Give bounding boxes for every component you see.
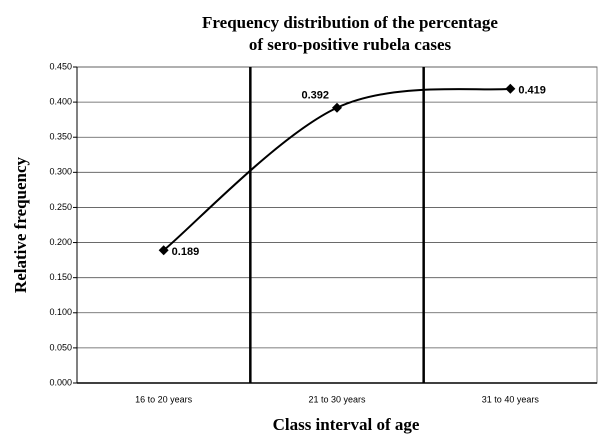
x-axis-label: Class interval of age	[273, 415, 420, 434]
chart-title: Frequency distribution of the percentage	[202, 13, 498, 32]
y-tick-label: 0.350	[49, 132, 72, 142]
plot-area	[76, 66, 598, 384]
x-tick-label: 16 to 20 years	[135, 394, 193, 404]
x-tick-label: 31 to 40 years	[482, 394, 540, 404]
y-tick-label: 0.150	[49, 272, 72, 282]
y-tick-label: 0.300	[49, 167, 72, 177]
y-tick-label: 0.000	[49, 377, 72, 387]
data-label: 0.189	[172, 246, 200, 258]
data-label: 0.419	[518, 85, 546, 97]
data-label: 0.392	[301, 90, 329, 102]
y-tick-label: 0.400	[49, 96, 72, 106]
marker	[332, 102, 342, 113]
y-tick-label: 0.250	[49, 202, 72, 212]
y-tick-label: 0.100	[49, 307, 72, 317]
x-tick-label: 21 to 30 years	[308, 394, 366, 404]
marker	[158, 245, 169, 256]
y-axis-label: Relative frequency	[11, 156, 30, 293]
y-tick-label: 0.050	[49, 342, 72, 352]
marker	[505, 83, 516, 94]
chart-title: of sero-positive rubela cases	[249, 35, 452, 54]
y-tick-label: 0.450	[49, 61, 72, 71]
y-tick-label: 0.200	[49, 237, 72, 247]
